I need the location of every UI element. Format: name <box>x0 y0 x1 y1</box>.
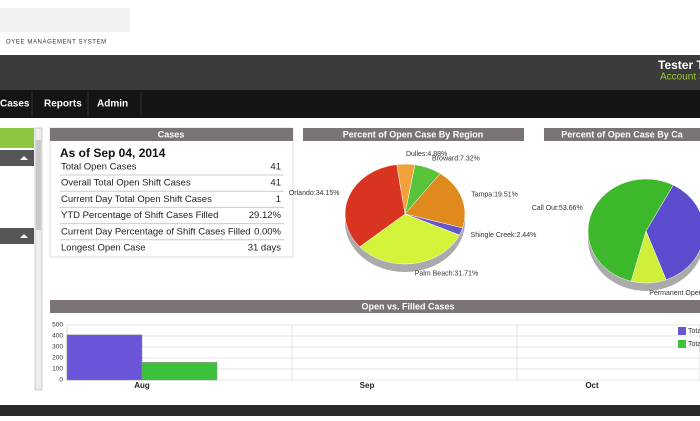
bar <box>141 362 218 381</box>
y-tick-label: 300 <box>52 344 63 351</box>
arrow <box>20 234 28 238</box>
sidebar-item[interactable] <box>0 128 34 148</box>
y-tick-label: 100 <box>52 366 63 373</box>
pie-label: Palm Beach:31.71% <box>415 270 478 277</box>
logo-text: OYEE MANAGEMENT SYSTEM <box>6 40 107 46</box>
account: Account S <box>660 72 700 83</box>
header-bar <box>0 55 700 90</box>
panel-title-bar <box>50 128 293 141</box>
row-value: 31 days <box>248 243 282 254</box>
row-label: Total Open Cases <box>61 162 137 173</box>
x-tick-label: Sep <box>360 381 375 390</box>
y-tick-label: 0 <box>59 377 63 384</box>
row-label: YTD Percentage of Shift Cases Filled <box>61 210 218 221</box>
row-value: 1 <box>276 194 281 205</box>
sidebar-group[interactable] <box>0 150 34 166</box>
legend-label: Tota <box>688 328 700 335</box>
pie-slice <box>404 173 466 229</box>
panel-title: Open vs. Filled Cases <box>361 301 454 311</box>
pie-label: Tampa:19.51% <box>471 191 518 198</box>
legend-swatch <box>678 327 686 335</box>
pie-slice <box>359 213 460 265</box>
legend-swatch <box>678 340 686 348</box>
row-label: Current Day Percentage of Shift Cases Fi… <box>61 226 251 237</box>
cases-panel <box>49 127 294 258</box>
footer <box>0 405 700 416</box>
pie-label: Broward:7.32% <box>432 156 480 163</box>
y-tick-label: 500 <box>52 322 63 329</box>
row-value: 29.12% <box>249 210 282 221</box>
row-label: Overall Total Open Shift Cases <box>61 178 191 189</box>
row-value: 41 <box>270 162 281 173</box>
panel-title-bar <box>303 128 524 141</box>
nav-item[interactable]: Reports <box>44 99 82 110</box>
row-label: Longest Open Case <box>61 243 146 254</box>
pie-label: Call Out:53.66% <box>532 205 583 212</box>
legend-label: Tota <box>688 341 700 348</box>
cases-date: As of Sep 04, 2014 <box>60 146 166 160</box>
nav-bar <box>0 90 700 118</box>
scrollbar[interactable] <box>34 127 43 391</box>
y-tick-label: 400 <box>52 333 63 340</box>
logo-blur <box>0 8 130 32</box>
pie-label: Orlando:34.15% <box>289 190 340 197</box>
y-tick-label: 200 <box>52 355 63 362</box>
user-name: Tester T <box>658 58 700 72</box>
pie-slice <box>645 184 700 281</box>
pie-slice <box>587 178 674 282</box>
sidebar-group[interactable] <box>0 228 34 244</box>
row-label: Current Day Total Open Shift Cases <box>61 194 212 205</box>
pie-label: Shingle Creek:2.44% <box>471 232 537 239</box>
pie-label: Dulles:4.88% <box>406 151 447 158</box>
panel-title: Percent of Open Case By Region <box>343 129 484 139</box>
row-value: 41 <box>270 178 281 189</box>
panel-title: Cases <box>158 129 185 139</box>
pie-slice <box>344 164 406 248</box>
scroll-thumb[interactable] <box>36 140 41 230</box>
pie-label: Permanent Opening:9.76% <box>649 290 700 297</box>
panel-title-bar <box>544 128 700 141</box>
bar <box>66 334 143 381</box>
panel-title: Percent of Open Case By Ca <box>561 129 684 139</box>
panel-title-bar <box>50 300 700 313</box>
row-value: 0.00% <box>254 226 281 237</box>
nav-item[interactable]: Cases <box>0 99 30 110</box>
x-tick-label: Oct <box>585 381 599 390</box>
nav-item[interactable]: Admin <box>97 99 128 110</box>
x-tick-label: Aug <box>134 381 150 390</box>
arrow <box>20 156 28 160</box>
